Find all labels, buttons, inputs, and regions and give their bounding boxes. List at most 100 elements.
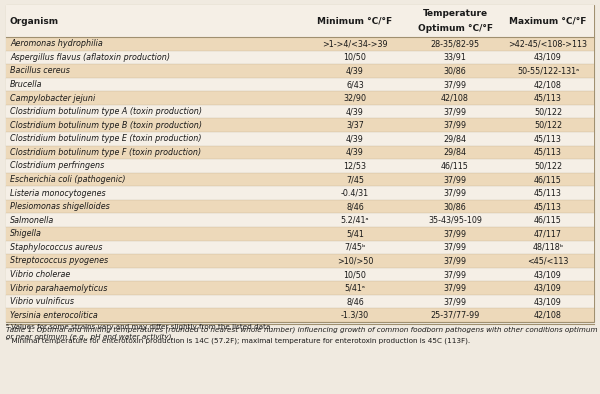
Text: 29/84: 29/84 [443,134,467,143]
Text: 43/109: 43/109 [534,297,562,306]
Text: Salmonella: Salmonella [10,216,54,225]
Text: 10/50: 10/50 [344,53,367,62]
Text: 4/39: 4/39 [346,134,364,143]
Text: Clostridium botulinum type A (toxin production): Clostridium botulinum type A (toxin prod… [10,107,202,116]
Text: Yersinia enterocolitica: Yersinia enterocolitica [10,311,98,320]
Text: 42/108: 42/108 [534,80,562,89]
Text: 43/109: 43/109 [534,53,562,62]
Text: 37/99: 37/99 [443,121,467,130]
Text: 3/37: 3/37 [346,121,364,130]
Text: 37/99: 37/99 [443,284,467,293]
Text: Listeria monocytogenes: Listeria monocytogenes [10,189,106,197]
Text: 37/99: 37/99 [443,297,467,306]
Text: Maximum °C/°F: Maximum °C/°F [509,17,587,26]
Text: Clostridium botulinum type B (toxin production): Clostridium botulinum type B (toxin prod… [10,121,202,130]
Text: -0.4/31: -0.4/31 [341,189,369,197]
Text: 50/122: 50/122 [534,107,562,116]
Text: >10/>50: >10/>50 [337,256,373,266]
Bar [6,145,594,159]
Bar [6,64,594,78]
Text: Temperature: Temperature [422,9,488,19]
Text: 42/108: 42/108 [441,93,469,102]
Text: 50-55/122-131ᵃ: 50-55/122-131ᵃ [517,67,579,75]
Text: 37/99: 37/99 [443,189,467,197]
Text: Clostridium perfringens: Clostridium perfringens [10,162,104,171]
Bar [6,50,594,64]
Text: 30/86: 30/86 [443,202,466,211]
Bar [6,214,594,227]
Bar [6,119,594,132]
Text: 47/117: 47/117 [534,229,562,238]
Text: 12/53: 12/53 [343,162,367,171]
Text: ᵇ Minimal temperature for enterotoxin production is 14C (57.2F); maximal tempera: ᵇ Minimal temperature for enterotoxin pr… [6,337,470,344]
Text: 7/45ᵇ: 7/45ᵇ [344,243,366,252]
Text: 37/99: 37/99 [443,80,467,89]
Text: 5/41ᵃ: 5/41ᵃ [344,284,365,293]
Text: 5/41: 5/41 [346,229,364,238]
Text: 46/115: 46/115 [534,175,562,184]
Bar [6,37,594,50]
Text: 6/43: 6/43 [346,80,364,89]
Text: 45/113: 45/113 [534,134,562,143]
Text: 43/109: 43/109 [534,284,562,293]
Text: Plesiomonas shigelloides: Plesiomonas shigelloides [10,202,110,211]
Bar [6,5,594,322]
Text: Shigella: Shigella [10,229,42,238]
Text: 10/50: 10/50 [344,270,367,279]
Text: 42/108: 42/108 [534,311,562,320]
Text: Clostridium botulinum type F (toxin production): Clostridium botulinum type F (toxin prod… [10,148,201,157]
Bar [6,132,594,145]
Bar [6,105,594,119]
Text: Optimum °C/°F: Optimum °C/°F [418,24,493,33]
Text: 37/99: 37/99 [443,107,467,116]
Text: Aeromonas hydrophilia: Aeromonas hydrophilia [10,39,103,48]
Text: <45/<113: <45/<113 [527,256,569,266]
Text: 37/99: 37/99 [443,256,467,266]
Bar [6,295,594,309]
Text: Table 1. Optimal and limiting temperatures (rounded to nearest whole number) inf: Table 1. Optimal and limiting temperatur… [6,326,598,340]
Text: Aspergillus flavus (aflatoxin production): Aspergillus flavus (aflatoxin production… [10,53,170,62]
Text: Escherichia coli (pathogenic): Escherichia coli (pathogenic) [10,175,125,184]
Text: 35-43/95-109: 35-43/95-109 [428,216,482,225]
Text: 29/84: 29/84 [443,148,467,157]
Text: Vibrio parahaemolyticus: Vibrio parahaemolyticus [10,284,107,293]
Text: 37/99: 37/99 [443,243,467,252]
Text: 4/39: 4/39 [346,107,364,116]
Bar [6,309,594,322]
Text: 4/39: 4/39 [346,67,364,75]
Text: Bacillus cereus: Bacillus cereus [10,67,70,75]
Text: 45/113: 45/113 [534,202,562,211]
Bar [6,200,594,214]
Text: >42-45/<108->113: >42-45/<108->113 [509,39,587,48]
Text: 45/113: 45/113 [534,93,562,102]
Bar [6,254,594,268]
Bar [6,281,594,295]
Text: Staphylococcus aureus: Staphylococcus aureus [10,243,103,252]
Bar [6,173,594,186]
Text: 37/99: 37/99 [443,270,467,279]
Text: Campylobacter jejuni: Campylobacter jejuni [10,93,95,102]
Text: 8/46: 8/46 [346,202,364,211]
Text: Minimum °C/°F: Minimum °C/°F [317,17,392,26]
Text: 50/122: 50/122 [534,121,562,130]
Text: 33/91: 33/91 [443,53,466,62]
Bar [6,227,594,241]
Text: 28-35/82-95: 28-35/82-95 [430,39,479,48]
Text: 37/99: 37/99 [443,229,467,238]
Text: ᵃ Values for some strains vary and may differ slightly from the listed data.: ᵃ Values for some strains vary and may d… [6,324,272,330]
Text: 43/109: 43/109 [534,270,562,279]
Text: 25-37/77-99: 25-37/77-99 [430,311,479,320]
Text: Vibrio vulnificus: Vibrio vulnificus [10,297,74,306]
Text: 50/122: 50/122 [534,162,562,171]
Text: 45/113: 45/113 [534,148,562,157]
Text: 48/118ᵇ: 48/118ᵇ [532,243,563,252]
Text: Organism: Organism [10,17,59,26]
Bar [6,159,594,173]
Text: 46/115: 46/115 [441,162,469,171]
Text: 37/99: 37/99 [443,175,467,184]
Text: -1.3/30: -1.3/30 [341,311,369,320]
Text: 45/113: 45/113 [534,189,562,197]
Bar [6,268,594,281]
Text: 4/39: 4/39 [346,148,364,157]
Bar [6,91,594,105]
